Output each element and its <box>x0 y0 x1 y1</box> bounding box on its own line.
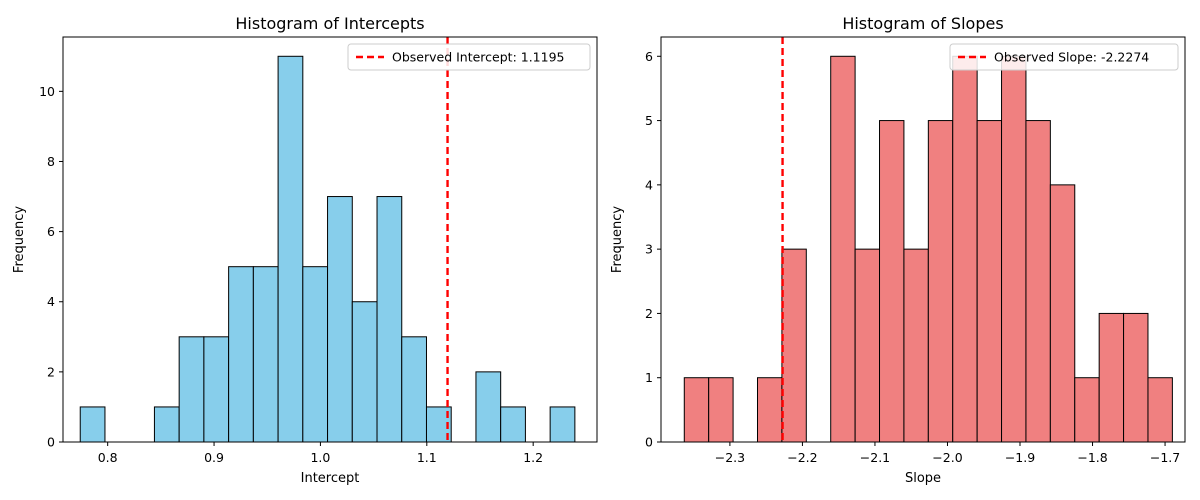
histogram-bar <box>203 336 230 443</box>
histogram-bar <box>153 406 180 443</box>
y-tick-label: 1 <box>645 370 653 385</box>
histogram-bar <box>1074 377 1100 443</box>
axes-frame <box>62 36 598 443</box>
x-tick-label: −2.1 <box>860 450 890 465</box>
y-tick-label: 6 <box>47 224 55 239</box>
x-tick-label: 0.8 <box>98 450 118 465</box>
histogram-bar <box>1049 184 1076 443</box>
y-tick-label: 2 <box>645 306 653 321</box>
y-tick-label: 3 <box>645 242 653 257</box>
histogram-bar <box>401 336 427 443</box>
legend: Observed Slope: -2.2274 <box>949 43 1179 71</box>
histogram-bar <box>683 377 710 443</box>
x-tick-label: −2.2 <box>787 450 817 465</box>
histogram-bar <box>79 406 106 443</box>
histogram-bar <box>952 55 978 443</box>
x-tick-label: −1.7 <box>1150 450 1180 465</box>
histogram-bar <box>228 266 254 443</box>
y-tick-label: 10 <box>39 84 55 99</box>
legend-box <box>347 43 591 71</box>
chart-title: Histogram of Intercepts <box>235 14 424 33</box>
histogram-bar <box>549 406 576 443</box>
y-tick-label: 0 <box>47 435 55 450</box>
x-tick-label: 1.2 <box>523 450 543 465</box>
y-tick-label: 8 <box>47 154 55 169</box>
slopes-histogram-panel: −2.3 −2.2 −2.1 −2.0 −1.9 −1.8 −1.7 0 1 2 3 4 5 6 Histo… <box>610 14 1186 486</box>
y-tick-label: 4 <box>47 294 55 309</box>
histogram-bar <box>781 248 807 443</box>
x-axis-label: Slope <box>905 471 941 486</box>
histogram-bar <box>1025 120 1051 443</box>
histogram-bar <box>757 377 783 443</box>
y-tick-label: 2 <box>47 364 55 379</box>
x-tick-label: −1.8 <box>1077 450 1107 465</box>
legend-label: Observed Intercept: 1.1195 <box>392 50 565 65</box>
y-axis-label: Frequency <box>610 206 625 273</box>
histogram-bar <box>879 120 905 443</box>
chart-title: Histogram of Slopes <box>842 14 1003 33</box>
x-tick-label: 1.1 <box>417 450 437 465</box>
histogram-bar <box>830 55 856 443</box>
histogram-bar <box>1001 55 1027 443</box>
histogram-bar <box>475 371 502 443</box>
histogram-bar <box>327 196 353 443</box>
y-tick-label: 0 <box>645 435 653 450</box>
x-tick-label: −2.3 <box>715 450 745 465</box>
legend-label: Observed Slope: -2.2274 <box>994 50 1149 65</box>
x-tick-label: 1.0 <box>310 450 330 465</box>
y-tick-label: 4 <box>645 177 653 192</box>
histogram-bar <box>277 55 304 443</box>
histogram-bar <box>500 406 526 443</box>
x-tick-label: −2.0 <box>932 450 962 465</box>
histogram-bar <box>976 120 1003 443</box>
histogram-bar <box>252 266 279 443</box>
legend-box <box>949 43 1179 71</box>
y-tick-label: 5 <box>645 113 653 128</box>
y-axis-label: Frequency <box>12 206 27 273</box>
x-tick-label: 0.9 <box>204 450 224 465</box>
intercepts-histogram-panel: 0.8 0.9 1.0 1.1 1.2 0 2 4 6 8 10 Histogram of Inter… <box>12 14 598 486</box>
histogram-bar <box>708 377 734 443</box>
histogram-bar <box>1123 312 1149 443</box>
histogram-bar <box>927 120 954 443</box>
y-tick-label: 6 <box>645 49 653 64</box>
x-tick-label: −1.9 <box>1005 450 1035 465</box>
histogram-bar <box>854 248 881 443</box>
axes-frame <box>660 36 1186 443</box>
x-axis-label: Intercept <box>301 471 360 486</box>
histogram-bar <box>302 266 329 443</box>
histogram-bar <box>903 248 929 443</box>
histogram-bar <box>351 301 378 443</box>
histogram-bar <box>178 336 205 443</box>
legend: Observed Intercept: 1.1195 <box>347 43 591 71</box>
histogram-bar <box>1098 312 1125 443</box>
histogram-bar <box>1147 377 1173 443</box>
histogram-bar <box>376 196 403 443</box>
